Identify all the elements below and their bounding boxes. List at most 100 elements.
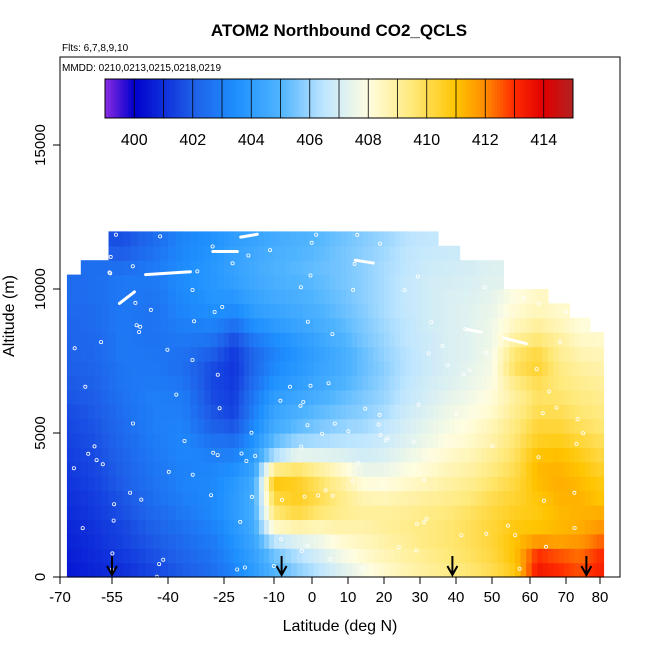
- heatmap-cell: [514, 397, 522, 405]
- heatmap-cell: [400, 476, 407, 484]
- heatmap-cell: [115, 519, 124, 528]
- heatmap-cell: [229, 505, 235, 513]
- heatmap-cell: [394, 476, 401, 484]
- heatmap-cell: [596, 447, 601, 456]
- heatmap-cell: [600, 332, 605, 340]
- heatmap-cell: [319, 368, 326, 376]
- heatmap-cell: [302, 505, 309, 513]
- heatmap-cell: [224, 469, 230, 477]
- heatmap-cell: [244, 541, 250, 549]
- heatmap-cell: [394, 339, 401, 348]
- heatmap-cell: [108, 411, 117, 420]
- heatmap-cell: [244, 447, 250, 456]
- heatmap-cell: [481, 505, 488, 513]
- heatmap-cell: [296, 339, 304, 348]
- heatmap-cell: [454, 260, 461, 268]
- heatmap-cell: [346, 281, 353, 290]
- heatmap-cell: [589, 555, 594, 564]
- heatmap-cell: [291, 433, 298, 441]
- heatmap-cell: [254, 317, 260, 326]
- heatmap-cell: [465, 461, 471, 470]
- heatmap-cell: [168, 490, 177, 499]
- heatmap-cell: [123, 569, 132, 578]
- heatmap-cell: [319, 440, 326, 448]
- heatmap-cell: [574, 375, 581, 384]
- heatmap-cell: [115, 512, 124, 520]
- heatmap-cell: [492, 562, 499, 571]
- chart-title: ATOM2 Northbound CO2_QCLS: [211, 21, 467, 40]
- heatmap-cell: [454, 440, 461, 448]
- heatmap-cell: [421, 454, 428, 463]
- heatmap-cell: [389, 548, 396, 556]
- heatmap-cell: [254, 296, 260, 304]
- colorbar-segment: [368, 79, 372, 118]
- heatmap-cell: [443, 548, 450, 556]
- heatmap-cell: [168, 454, 177, 463]
- heatmap-cell: [448, 296, 455, 304]
- sample-point: [517, 566, 522, 571]
- sample-point: [445, 363, 450, 368]
- heatmap-cell: [190, 361, 199, 369]
- heatmap-cell: [378, 260, 385, 268]
- heatmap-cell: [584, 562, 591, 571]
- heatmap-cell: [432, 483, 439, 492]
- heatmap-cell: [87, 353, 96, 362]
- heatmap-cell: [66, 361, 71, 369]
- heatmap-cell: [438, 339, 444, 348]
- heatmap-cell: [600, 339, 605, 348]
- heatmap-cell: [197, 310, 205, 319]
- heatmap-cell: [465, 512, 471, 520]
- heatmap-cell: [340, 555, 347, 564]
- heatmap-cell: [589, 361, 594, 369]
- heatmap-cell: [569, 411, 576, 420]
- sample-point: [279, 497, 284, 502]
- heatmap-cell: [160, 548, 169, 556]
- heatmap-cell: [101, 310, 110, 319]
- heatmap-cell: [520, 433, 527, 441]
- heatmap-cell: [340, 289, 347, 297]
- heatmap-cell: [497, 404, 504, 412]
- heatmap-cell: [108, 382, 117, 391]
- heatmap-cell: [234, 267, 240, 276]
- heatmap-cell: [279, 346, 286, 355]
- heatmap-cell: [367, 346, 374, 355]
- heatmap-cell: [229, 526, 235, 535]
- heatmap-cell: [357, 425, 363, 434]
- heatmap-cell: [269, 289, 275, 297]
- heatmap-cell: [443, 497, 450, 506]
- heatmap-cell: [405, 433, 412, 441]
- heatmap-cell: [569, 454, 576, 463]
- heatmap-cell: [416, 267, 423, 276]
- heatmap-cell: [421, 519, 428, 528]
- heatmap-cell: [357, 505, 363, 513]
- heatmap-cell: [373, 317, 380, 326]
- colorbar: 400 402 404 406 408 410 412 414: [104, 78, 574, 149]
- heatmap-cell: [73, 526, 78, 535]
- heatmap-cell: [291, 281, 298, 290]
- heatmap-cell: [153, 274, 162, 283]
- heatmap-cell: [531, 440, 538, 448]
- heatmap-cell: [346, 238, 353, 247]
- heatmap-cell: [400, 569, 407, 578]
- heatmap-cell: [564, 411, 570, 420]
- heatmap-cell: [394, 375, 401, 384]
- heatmap-cell: [514, 490, 522, 499]
- heatmap-cell: [531, 425, 538, 434]
- sample-point: [536, 301, 541, 306]
- sample-point: [352, 261, 357, 266]
- heatmap-cell: [459, 281, 466, 290]
- heatmap-cell: [229, 418, 235, 427]
- heatmap-cell: [217, 505, 225, 513]
- heatmap-cell: [465, 490, 471, 499]
- heatmap-cell: [346, 253, 353, 261]
- heatmap-cell: [531, 454, 538, 463]
- heatmap-cell: [475, 260, 482, 268]
- heatmap-cell: [589, 418, 594, 427]
- heatmap-cell: [584, 325, 591, 333]
- heatmap-cell: [596, 505, 601, 513]
- heatmap-cell: [130, 512, 139, 520]
- heatmap-cell: [475, 317, 482, 326]
- heatmap-cell: [520, 454, 527, 463]
- heatmap-cell: [514, 562, 522, 571]
- heatmap-cell: [153, 461, 162, 470]
